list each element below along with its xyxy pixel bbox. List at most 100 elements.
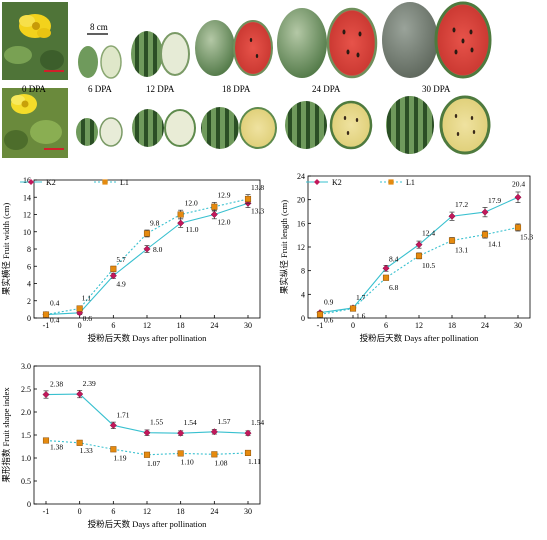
data-label: 0.6 bbox=[83, 314, 93, 323]
chart-fruit-shape-index-svg: 0 0.5 1.0 1.5 2.0 2.5 3.0 -1 0 6 12 18 24 30 授粉后天数 Day… bbox=[1, 362, 264, 529]
x-tick-label: 24 bbox=[481, 321, 489, 330]
y-tick-label: 14 bbox=[23, 193, 31, 202]
y-tick-label: 1.0 bbox=[21, 454, 31, 463]
y-axis-label: 果形指数 Fruit shape index bbox=[1, 387, 11, 483]
x-tick-label: 12 bbox=[415, 321, 423, 330]
data-point-k2 bbox=[382, 264, 390, 272]
y-tick-label: 4 bbox=[27, 280, 31, 289]
data-label: 1.7 bbox=[356, 293, 366, 302]
chart-fruit-shape-index: 0 0.5 1.0 1.5 2.0 2.5 3.0 -1 0 6 12 18 24 30 授粉后天数 Day… bbox=[0, 356, 280, 538]
series-line-k2 bbox=[45, 393, 249, 434]
data-label: 1.10 bbox=[181, 457, 194, 466]
data-point-k2 bbox=[210, 428, 218, 436]
x-tick-label: 18 bbox=[177, 507, 185, 516]
data-label: 2.39 bbox=[83, 379, 96, 388]
data-point-l1 bbox=[76, 439, 83, 446]
scale-bar-flower-1 bbox=[44, 70, 64, 72]
data-label: 13.1 bbox=[455, 245, 468, 254]
legend-marker-l1 bbox=[102, 179, 108, 185]
data-point-l1 bbox=[481, 231, 489, 238]
data-label: 11.0 bbox=[186, 225, 199, 234]
x-tick-label: -1 bbox=[43, 507, 50, 516]
data-label: 1.55 bbox=[150, 418, 163, 427]
dpa-label-12: 12 DPA bbox=[146, 84, 175, 94]
data-point-l1 bbox=[110, 446, 117, 453]
data-point-k2 bbox=[210, 210, 218, 219]
y-tick-label: 2 bbox=[27, 297, 31, 306]
data-label: 17.9 bbox=[488, 196, 501, 205]
data-point-k2 bbox=[177, 219, 185, 227]
series-line-l1 bbox=[45, 198, 249, 316]
data-point-l1 bbox=[143, 451, 151, 458]
legend-marker-k2 bbox=[28, 179, 34, 185]
data-label: 1.1 bbox=[82, 294, 92, 303]
data-label: 12.9 bbox=[217, 191, 230, 200]
x-tick-label: 0 bbox=[351, 321, 355, 330]
y-tick-label: 0 bbox=[27, 314, 31, 323]
x-tick-label: 0 bbox=[78, 321, 82, 330]
y-tick-label: 16 bbox=[23, 176, 31, 185]
data-point-l1 bbox=[42, 437, 50, 444]
data-point-k2 bbox=[481, 208, 489, 216]
x-tick-label: 6 bbox=[384, 321, 388, 330]
data-point-k2 bbox=[415, 241, 423, 249]
data-label: 1.07 bbox=[147, 459, 160, 468]
y-tick-label: 6 bbox=[27, 262, 31, 271]
scale-label: 8 cm bbox=[90, 22, 108, 32]
y-tick-label: 10 bbox=[23, 228, 31, 237]
data-label: 1.54 bbox=[251, 418, 264, 427]
data-point-k2 bbox=[76, 390, 84, 398]
data-point-k2 bbox=[514, 193, 522, 201]
x-tick-label: 12 bbox=[143, 507, 151, 516]
data-point-l1 bbox=[177, 450, 184, 457]
data-point-k2 bbox=[42, 390, 50, 399]
data-point-l1 bbox=[76, 305, 83, 312]
data-point-k2 bbox=[109, 272, 117, 280]
data-point-l1 bbox=[448, 237, 456, 244]
data-label: 1.11 bbox=[248, 457, 261, 466]
data-point-l1 bbox=[349, 305, 357, 312]
data-point-l1 bbox=[244, 195, 252, 203]
x-axis-label: 授粉后天数 Days after pollination bbox=[88, 333, 207, 343]
y-tick-label: 16 bbox=[297, 219, 305, 228]
y-axis-label: 果实横径 Fruit width (cm) bbox=[1, 203, 11, 295]
data-point-k2 bbox=[109, 421, 117, 429]
data-label: 2.38 bbox=[50, 380, 63, 389]
data-label: 6.8 bbox=[389, 283, 399, 292]
data-label: 1.71 bbox=[116, 410, 129, 419]
data-label: 8.4 bbox=[389, 254, 399, 263]
y-tick-label: 2.0 bbox=[21, 408, 31, 417]
y-tick-label: 1.5 bbox=[21, 431, 31, 440]
y-tick-label: 4 bbox=[301, 290, 305, 299]
legend-label-l1: L1 bbox=[120, 178, 129, 187]
data-label: 12.4 bbox=[422, 229, 435, 238]
data-label: 12.0 bbox=[185, 199, 198, 208]
data-label: 1.54 bbox=[184, 418, 197, 427]
data-point-k2 bbox=[177, 429, 185, 437]
x-axis-label: 授粉后天数 Days after pollination bbox=[360, 333, 479, 343]
flower-photo-k2 bbox=[2, 2, 68, 80]
data-point-l1 bbox=[211, 451, 218, 458]
fruit-photo-panel: 8 cm bbox=[2, 1, 492, 158]
data-label: 1.6 bbox=[356, 312, 366, 321]
data-label: 1.33 bbox=[80, 446, 93, 455]
x-tick-label: 18 bbox=[177, 321, 185, 330]
data-point-k2 bbox=[244, 429, 252, 437]
data-label: 1.08 bbox=[214, 458, 227, 467]
dpa-label-18: 18 DPA bbox=[222, 84, 251, 94]
y-tick-label: 24 bbox=[297, 172, 305, 181]
legend-label-k2: K2 bbox=[332, 178, 342, 187]
fruit-row-l1 bbox=[76, 95, 491, 155]
data-label: 1.19 bbox=[113, 453, 126, 462]
dpa-label-24: 24 DPA bbox=[312, 84, 341, 94]
data-label: 9.8 bbox=[150, 218, 160, 227]
data-label: 12.0 bbox=[217, 218, 230, 227]
data-point-l1 bbox=[382, 274, 390, 281]
y-tick-label: 12 bbox=[23, 211, 31, 220]
data-label: 0.9 bbox=[324, 298, 334, 307]
chart-fruit-length: 0 4 8 12 16 20 24 -1 0 6 12 18 24 30 授粉后天数 Days after … bbox=[278, 168, 546, 354]
x-tick-label: 30 bbox=[514, 321, 522, 330]
data-point-l1 bbox=[211, 203, 218, 210]
data-label: 1.38 bbox=[50, 443, 63, 452]
